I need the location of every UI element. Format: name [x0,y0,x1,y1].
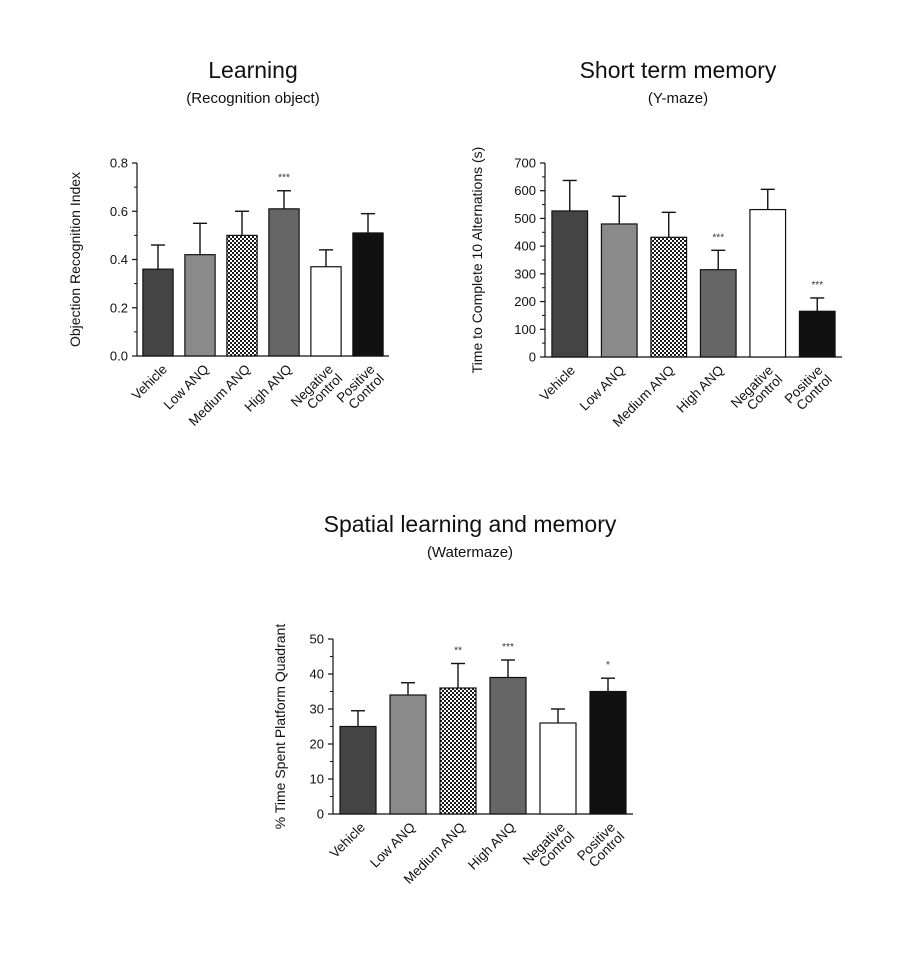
bar-4 [268,208,300,357]
y-tick-label: 500 [514,211,536,226]
x-tick-label: NegativeControl [520,820,577,877]
chart-subtitle: (Y-maze) [648,90,708,107]
y-tick-label: 0.4 [110,252,128,267]
y-tick-label: 0 [317,807,324,822]
x-tick-label: Low ANQ [577,363,628,414]
bar-5 [310,266,342,357]
x-tick-label: High ANQ [465,820,518,873]
x-tick-label: Vehicle [129,362,170,403]
x-tick-label: High ANQ [674,363,727,416]
y-tick-label: 300 [514,266,536,281]
bar-3 [226,234,258,357]
bar-4 [699,269,737,358]
y-tick-label: 10 [310,772,324,787]
x-tick-label: NegativeControl [288,362,345,419]
bar-2 [600,223,638,358]
y-tick-label: 20 [310,737,324,752]
chart-learning: Learning (Recognition object) Objection Re… [67,57,389,429]
significance-label: *** [502,642,514,653]
x-tick-label: Low ANQ [367,820,418,871]
significance-label: * [606,660,610,671]
y-tick-label: 700 [514,156,536,171]
significance-label: *** [712,232,724,243]
bar-1 [339,725,377,815]
bar-5 [539,722,577,815]
bar-6 [798,310,836,358]
y-tick-label: 600 [514,183,536,198]
chart-title: Spatial learning and memory [324,511,617,537]
significance-label: *** [811,280,823,291]
bar-5 [749,208,787,358]
significance-label: *** [278,173,290,184]
x-tick-label: Vehicle [327,820,368,861]
bar-1 [142,268,174,357]
y-tick-label: 30 [310,702,324,717]
y-axis-label: Objection Recognition Index [67,172,83,347]
y-tick-label: 50 [310,632,324,647]
chart-subtitle: (Watermaze) [427,544,513,561]
y-tick-label: 0.0 [110,349,128,364]
y-axis-label: Time to Complete 10 Alternations (s) [469,147,485,374]
bar-1 [551,210,589,358]
chart-subtitle: (Recognition object) [186,90,319,107]
significance-label: ** [454,646,462,657]
y-tick-label: 200 [514,294,536,309]
bar-3 [439,687,477,815]
y-tick-label: 40 [310,667,324,682]
y-tick-label: 0 [529,350,536,365]
y-tick-label: 100 [514,322,536,337]
chart-short-term: Short term memory (Y-maze) Time to Complet… [469,57,842,430]
x-tick-label: NegativeControl [728,363,785,420]
chart-title: Learning [208,57,298,83]
x-tick-label: PositiveControl [334,362,387,415]
x-tick-label: PositiveControl [782,363,835,416]
bar-4 [489,676,527,815]
y-tick-label: 0.6 [110,204,128,219]
y-tick-label: 400 [514,239,536,254]
y-axis-label: % Time Spent Platform Quadrant [272,624,288,830]
x-tick-label: PositiveControl [574,820,627,873]
bar-3 [650,236,688,358]
bar-6 [352,232,384,357]
bar-2 [184,254,216,357]
chart-title: Short term memory [580,57,777,83]
chart-spatial: Spatial learning and memory (Watermaze) % … [272,511,633,887]
bar-6 [589,690,627,815]
x-tick-label: Vehicle [537,363,578,404]
y-tick-label: 0.2 [110,300,128,315]
y-tick-label: 0.8 [110,156,128,171]
bar-2 [389,694,427,815]
